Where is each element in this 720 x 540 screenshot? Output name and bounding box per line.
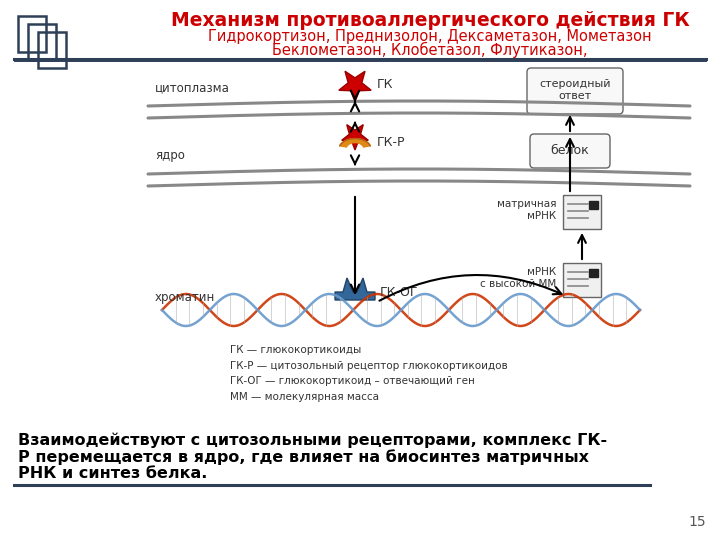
- Text: ГК-ОГ: ГК-ОГ: [380, 286, 418, 299]
- FancyBboxPatch shape: [527, 68, 623, 114]
- Text: РНК и синтез белка.: РНК и синтез белка.: [18, 466, 207, 481]
- Text: ГК-Р: ГК-Р: [377, 137, 405, 150]
- Text: ядро: ядро: [155, 150, 185, 163]
- Bar: [589, 201, 598, 209]
- Polygon shape: [339, 71, 372, 102]
- Text: цитоплазма: цитоплазма: [155, 82, 230, 94]
- Text: Взаимодействуют с цитозольными рецепторами, комплекс ГК-: Взаимодействуют с цитозольными рецептора…: [18, 432, 607, 448]
- Text: ГК — глюкокортикоиды
ГК-Р — цитозольный рецептор глюкокортикоидов
ГК-ОГ — глюкок: ГК — глюкокортикоиды ГК-Р — цитозольный …: [230, 345, 508, 402]
- Text: мРНК
с высокой ММ: мРНК с высокой ММ: [480, 267, 556, 289]
- Polygon shape: [342, 125, 369, 150]
- FancyBboxPatch shape: [563, 263, 601, 297]
- Text: стероидный
ответ: стероидный ответ: [539, 79, 611, 101]
- Polygon shape: [335, 278, 375, 300]
- Text: 15: 15: [688, 515, 706, 529]
- Text: Р перемещается в ядро, где влияет на биосинтез матричных: Р перемещается в ядро, где влияет на био…: [18, 449, 589, 465]
- Text: матричная
мРНК: матричная мРНК: [497, 199, 556, 221]
- Polygon shape: [340, 139, 370, 147]
- Text: хроматин: хроматин: [155, 292, 215, 305]
- Text: ГК: ГК: [377, 78, 394, 91]
- Text: Гидрокортизон, Преднизолон, Дексаметазон, Мометазон: Гидрокортизон, Преднизолон, Дексаметазон…: [208, 30, 652, 44]
- Text: белок: белок: [551, 144, 590, 157]
- FancyBboxPatch shape: [530, 134, 610, 168]
- Bar: [589, 269, 598, 277]
- Text: Беклометазон, Клобетазол, Флутиказон,: Беклометазон, Клобетазол, Флутиказон,: [272, 42, 588, 58]
- FancyBboxPatch shape: [563, 195, 601, 229]
- Text: Механизм противоаллергического действия ГК: Механизм противоаллергического действия …: [171, 10, 689, 30]
